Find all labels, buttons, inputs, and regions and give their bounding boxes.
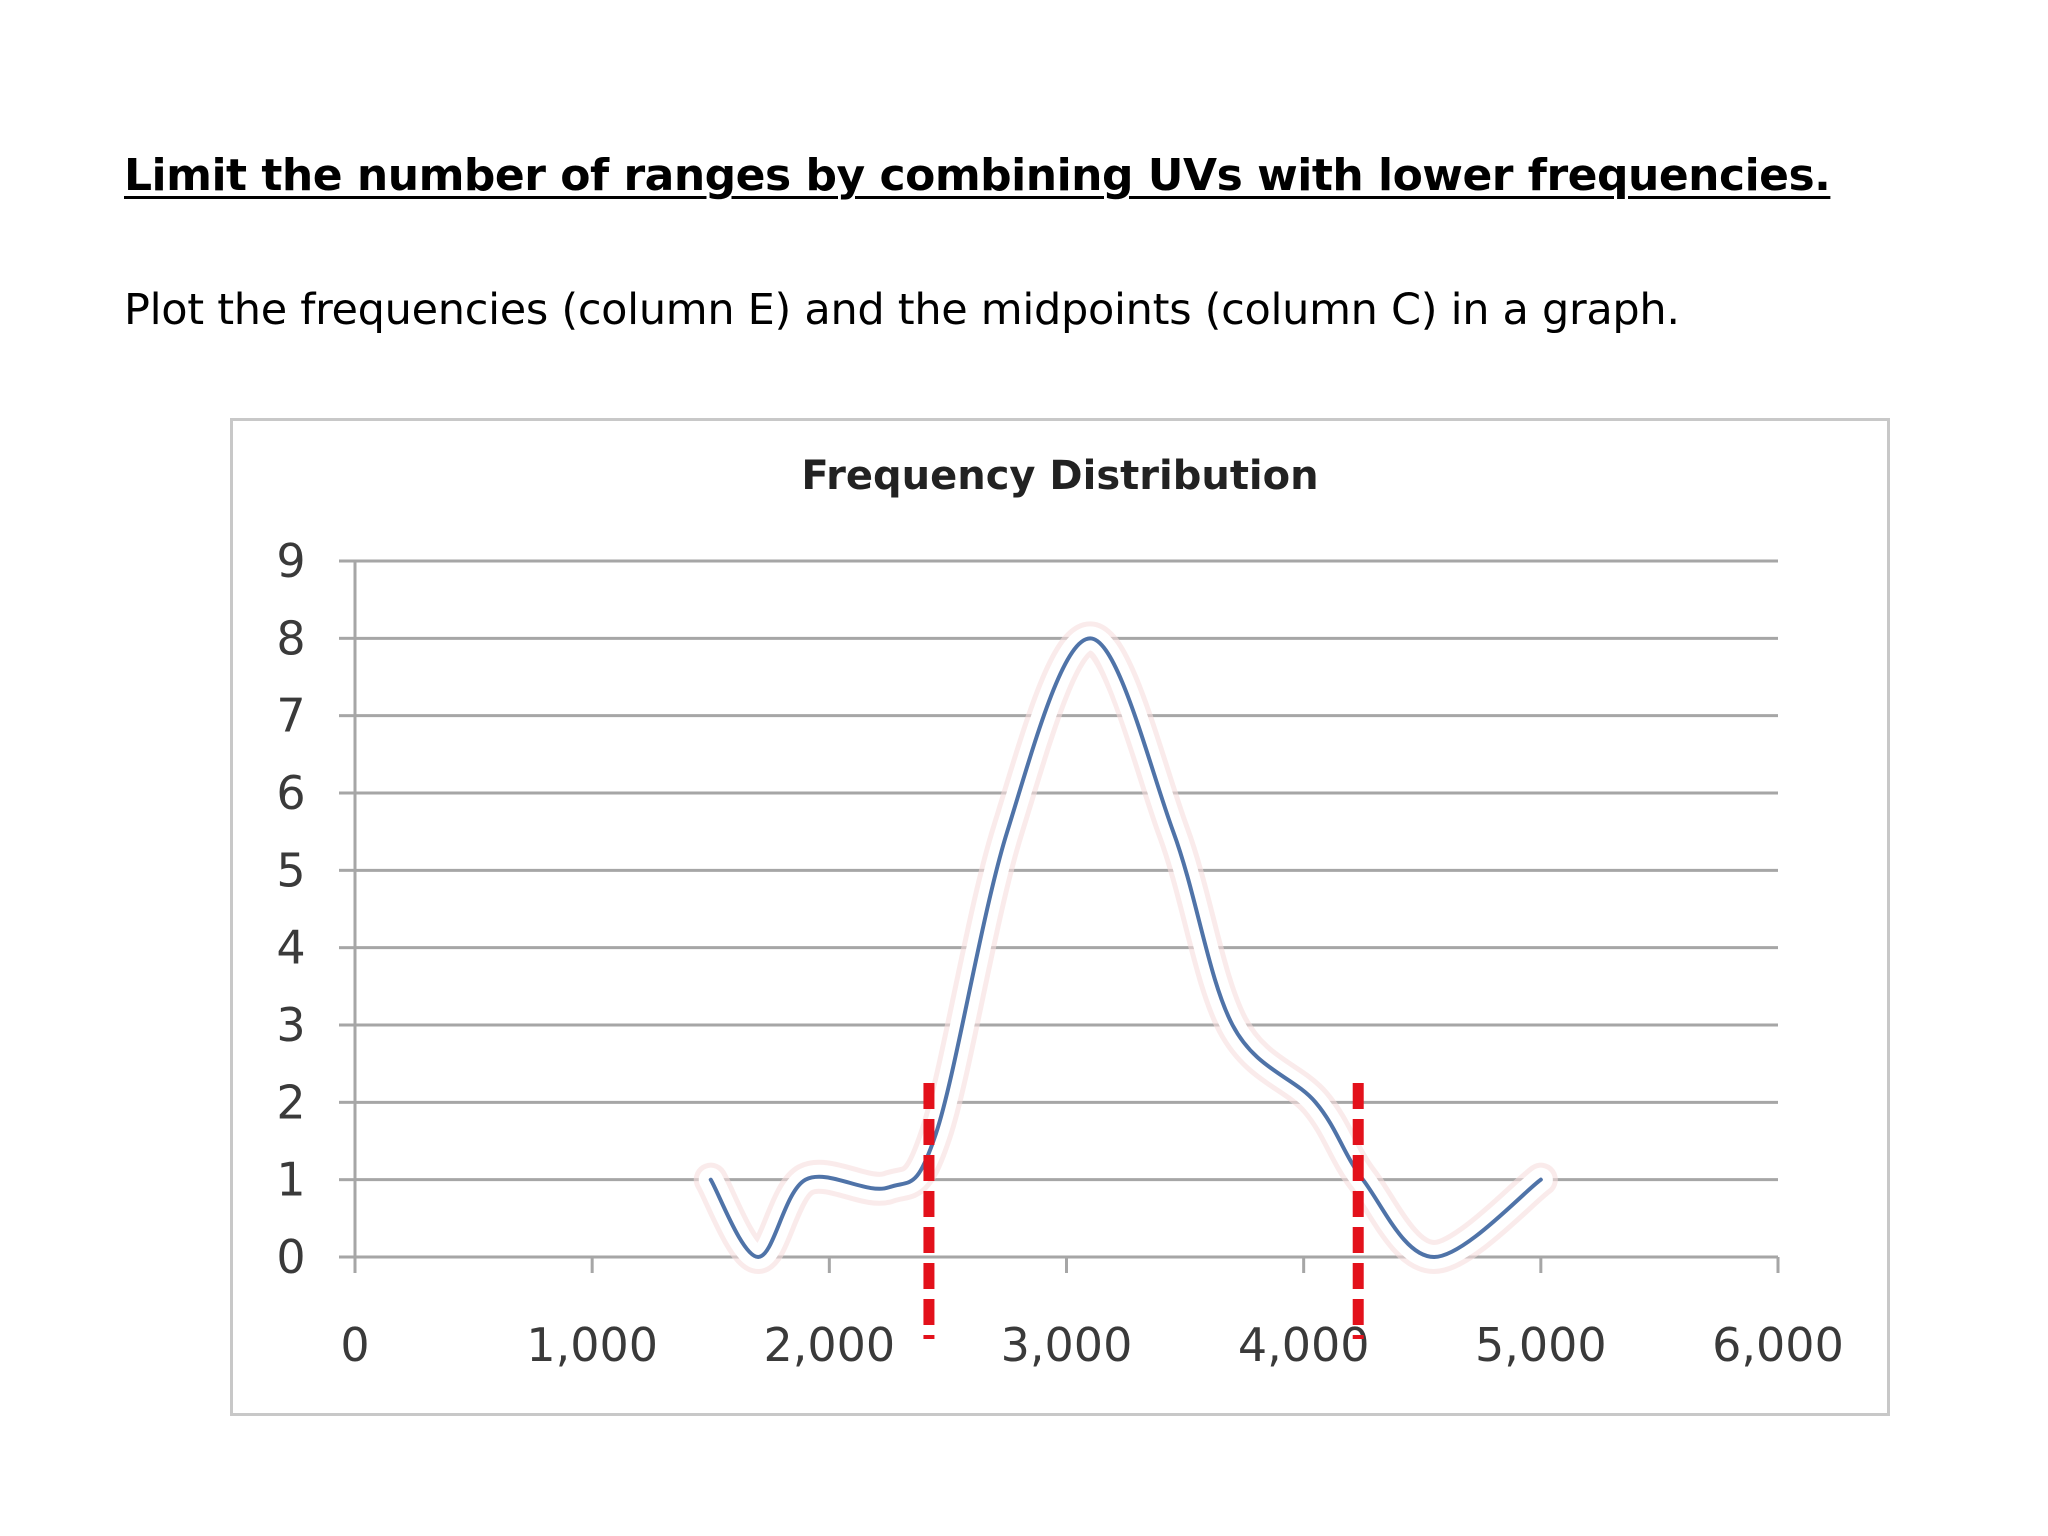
y-tick-label-7: 7	[276, 689, 305, 743]
x-tick-label-0: 0	[340, 1318, 369, 1372]
y-tick-label-6: 6	[276, 766, 305, 820]
x-tick-label-3000: 3,000	[1001, 1318, 1133, 1372]
y-tick-label-4: 4	[276, 921, 305, 975]
y-tick-labels: 0 1 2 3 4 5 6 7 8 9	[276, 534, 305, 1284]
chart-canvas: Frequency Distribution 0 1,000 2,000 3,000 4…	[276, 453, 1843, 1372]
y-tick-label-3: 3	[276, 998, 305, 1052]
x-tick-labels: 0 1,000 2,000 3,000 4,000 5,000 6,000	[340, 1318, 1843, 1372]
y-tick-label-5: 5	[276, 843, 305, 897]
x-tick-label-1000: 1,000	[526, 1318, 658, 1372]
axes	[339, 559, 1780, 1273]
grid-lines	[355, 559, 1778, 1182]
frequency-distribution-chart: Frequency Distribution 0 1,000 2,000 3,000 4…	[230, 418, 1890, 1416]
cutoff-lines	[923, 1083, 1364, 1339]
x-tick-label-2000: 2,000	[763, 1318, 895, 1372]
x-tick-label-6000: 6,000	[1712, 1318, 1844, 1372]
chart-title: Frequency Distribution	[801, 453, 1318, 499]
x-tick-label-4000: 4,000	[1238, 1318, 1370, 1372]
y-tick-label-2: 2	[276, 1075, 305, 1129]
y-tick-label-1: 1	[276, 1153, 305, 1207]
y-tick-label-9: 9	[276, 534, 305, 588]
y-tick-label-0: 0	[276, 1230, 305, 1284]
y-tick-label-8: 8	[276, 611, 305, 665]
slide-heading: Limit the number of ranges by combining …	[124, 150, 1831, 201]
x-tick-label-5000: 5,000	[1475, 1318, 1607, 1372]
slide-instruction-text: Plot the frequencies (column E) and the …	[124, 285, 1680, 335]
